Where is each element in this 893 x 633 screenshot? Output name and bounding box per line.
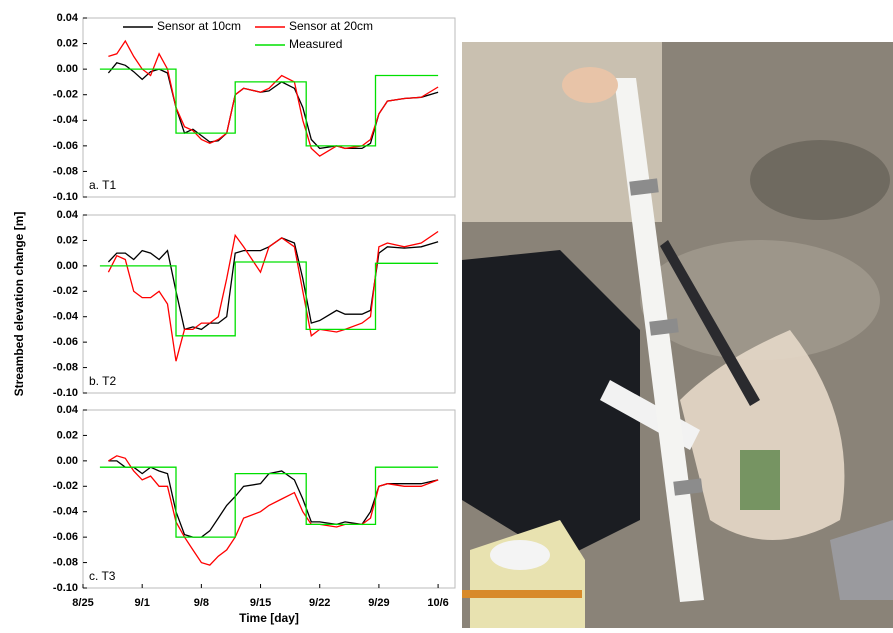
y-axis-label: Streambed elevation change [m]	[12, 212, 26, 397]
y-tick-label: -0.08	[53, 165, 78, 177]
y-tick-label: -0.06	[53, 336, 78, 348]
x-tick-label: 9/29	[368, 597, 389, 609]
panel: 0.04 0.02 0.00 -0.02 -0.04 -0.06 -0.08 -0.10 b. …	[12, 209, 455, 399]
x-tick-label: 10/6	[427, 597, 448, 609]
y-tick-label: 0.00	[57, 260, 78, 272]
y-tick-label: 0.00	[57, 455, 78, 467]
series-line	[100, 467, 438, 537]
y-tick-label: -0.08	[53, 556, 78, 568]
y-tick-label: 0.02	[57, 234, 78, 246]
y-tick-label: -0.10	[53, 191, 78, 203]
y-tick-label: -0.04	[53, 114, 79, 126]
y-tick-label: -0.06	[53, 531, 78, 543]
y-tick-label: -0.02	[53, 89, 78, 101]
series-line	[108, 232, 438, 362]
y-tick-label: 0.00	[57, 63, 78, 75]
x-tick-label: 9/15	[250, 597, 271, 609]
y-tick-label: -0.02	[53, 480, 78, 492]
y-tick-label: -0.04	[53, 311, 79, 323]
panel: 0.04 0.02 0.00 -0.02 -0.04 -0.06 -0.08 -0.10 8/2…	[53, 404, 455, 625]
panel-label: b. T2	[89, 374, 116, 388]
y-tick-label: 0.04	[57, 404, 79, 416]
y-tick-label: -0.04	[53, 506, 79, 518]
y-tick-label: -0.06	[53, 140, 78, 152]
legend-label: Sensor at 10cm	[157, 19, 241, 33]
y-tick-label: -0.10	[53, 582, 78, 594]
x-tick-label: 8/25	[72, 597, 93, 609]
y-tick-label: -0.08	[53, 361, 78, 373]
y-tick-label: 0.02	[57, 37, 78, 49]
x-tick-label: 9/8	[194, 597, 209, 609]
photo	[462, 42, 893, 628]
y-tick-label: -0.02	[53, 285, 78, 297]
panel: 0.04 0.02 0.00 -0.02 -0.04 -0.06 -0.08 -0.10 a. …	[53, 12, 455, 203]
x-tick-label: 9/22	[309, 597, 330, 609]
figure: 0.04 0.02 0.00 -0.02 -0.04 -0.06 -0.08 -0.10 a. …	[0, 0, 893, 628]
series-line	[108, 461, 438, 537]
series-line	[100, 262, 438, 336]
panel-label: a. T1	[89, 178, 116, 192]
series-line	[108, 41, 438, 156]
legend-label: Measured	[289, 37, 342, 51]
y-tick-label: 0.04	[57, 209, 79, 221]
x-axis-label: Time [day]	[239, 611, 299, 625]
series-line	[100, 69, 438, 146]
y-tick-label: 0.02	[57, 429, 78, 441]
series-line	[108, 238, 438, 330]
panel-label: c. T3	[89, 569, 116, 583]
y-tick-label: 0.04	[57, 12, 79, 24]
plot-frame	[83, 410, 455, 588]
plot-frame	[83, 215, 455, 393]
x-tick-label: 9/1	[135, 597, 150, 609]
legend-label: Sensor at 20cm	[289, 19, 373, 33]
y-tick-label: -0.10	[53, 387, 78, 399]
